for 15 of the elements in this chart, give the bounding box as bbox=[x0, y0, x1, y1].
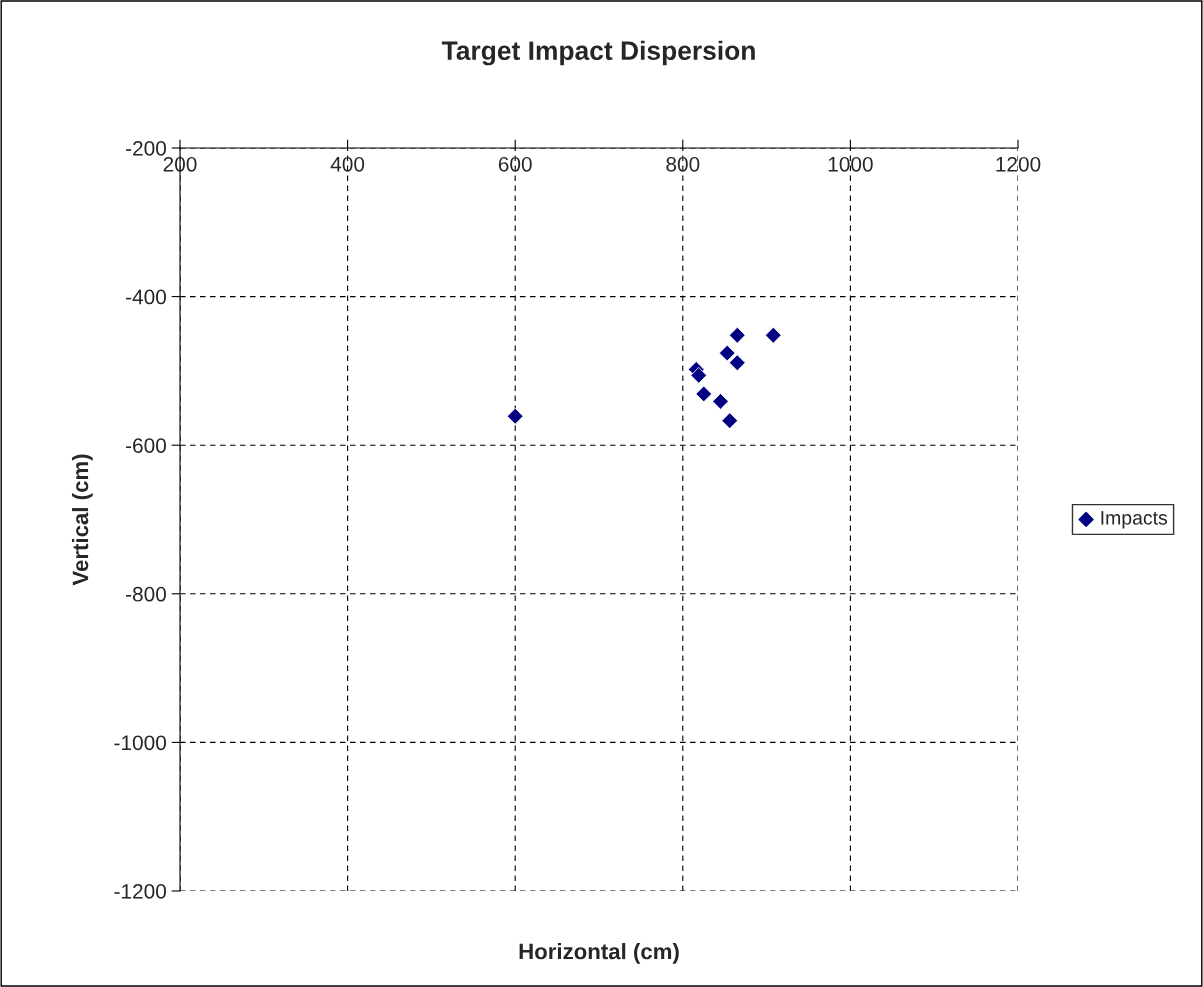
x-tick-label: 800 bbox=[666, 156, 700, 172]
legend-label: Impacts bbox=[1101, 511, 1168, 529]
y-tick-label: -800 bbox=[126, 586, 166, 602]
y-axis-title: Vertical (cm) bbox=[71, 454, 93, 586]
x-tick-label: 400 bbox=[330, 156, 365, 172]
x-tick-label: 1000 bbox=[828, 156, 873, 172]
y-tick-label: -1200 bbox=[114, 884, 166, 899]
x-axis-title: Horizontal (cm) bbox=[519, 943, 679, 964]
y-tick-label: -200 bbox=[126, 141, 166, 156]
y-tick-label: -400 bbox=[126, 289, 166, 305]
x-tick-label: 600 bbox=[498, 156, 532, 172]
chart-title: Target Impact Dispersion bbox=[441, 40, 755, 66]
y-tick-label: -600 bbox=[126, 438, 166, 453]
x-tick-label: 1200 bbox=[996, 156, 1041, 172]
y-tick-label: -1000 bbox=[114, 735, 166, 751]
